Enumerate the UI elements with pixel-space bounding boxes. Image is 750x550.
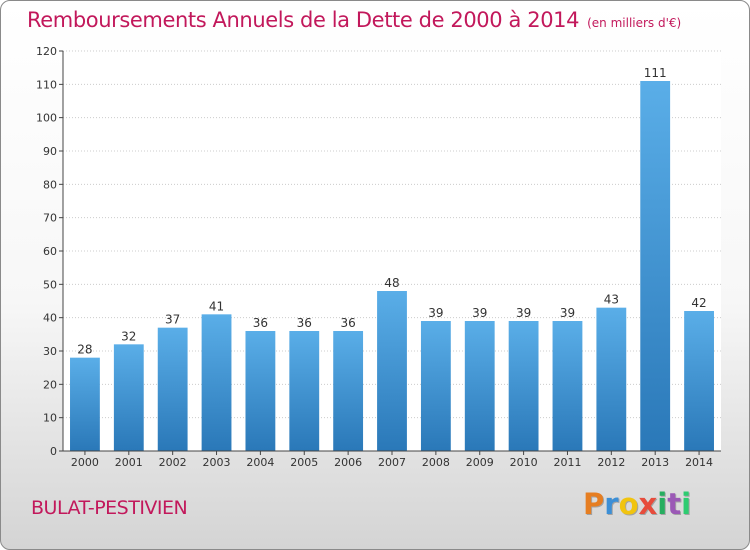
logo-letter: x: [638, 487, 658, 521]
y-tick-label: 70: [43, 212, 57, 225]
bar: [113, 344, 144, 451]
bar: [333, 331, 364, 451]
bar: [201, 314, 232, 451]
bar-value-label: 48: [384, 276, 399, 290]
y-tick-label: 0: [50, 445, 57, 458]
bar-value-label: 36: [253, 316, 268, 330]
x-tick-label: 2014: [685, 456, 713, 469]
axes: 0 10 20 30 40 50 60 70 80 90 100 110 120 2000 2001 2002…: [36, 45, 721, 469]
y-tick-label: 100: [36, 112, 57, 125]
bar: [377, 291, 407, 451]
x-tick-label: 2008: [422, 456, 450, 469]
chart-unit: (en milliers d'€): [587, 16, 682, 30]
x-tick-label: 2005: [290, 456, 318, 469]
x-tick-label: 2000: [71, 456, 99, 469]
bar: [420, 321, 451, 451]
y-tick-label: 120: [36, 45, 57, 58]
bar: [70, 357, 100, 451]
logo-letter: i: [657, 487, 668, 521]
logo-letter: i: [681, 487, 692, 521]
proxiti-logo: Proxiti: [583, 487, 691, 521]
x-tick-label: 2013: [641, 456, 669, 469]
y-tick-label: 60: [43, 245, 57, 258]
bar-value-label: 28: [77, 343, 92, 357]
commune-name: BULAT-PESTIVIEN: [31, 497, 188, 519]
bar-value-label: 39: [472, 306, 487, 320]
bar: [245, 331, 276, 451]
x-tick-label: 2004: [246, 456, 274, 469]
bar-value-label: 37: [165, 313, 180, 327]
y-tick-label: 40: [43, 312, 57, 325]
x-tick-label: 2001: [115, 456, 143, 469]
bar-value-label: 41: [209, 299, 224, 313]
x-tick-label: 2010: [510, 456, 538, 469]
bar: [640, 81, 671, 451]
x-tick-label: 2009: [466, 456, 494, 469]
bar: [289, 331, 320, 451]
x-tick-label: 2002: [159, 456, 187, 469]
logo-letter: o: [618, 487, 639, 521]
bar-value-label: 39: [428, 306, 443, 320]
y-tick-label: 110: [36, 78, 57, 91]
y-tick-label: 30: [43, 345, 57, 358]
bars: 28 32 37 41 36 36 36 48 39 39 39 39 43 111 42: [70, 66, 714, 451]
logo-letter: r: [604, 487, 619, 521]
bar-value-label: 32: [121, 329, 136, 343]
bar-value-label: 36: [340, 316, 355, 330]
y-tick-label: 10: [43, 412, 57, 425]
bar-value-label: 43: [604, 293, 619, 307]
y-tick-label: 20: [43, 378, 57, 391]
bar: [508, 321, 539, 451]
y-tick-label: 80: [43, 178, 57, 191]
bar: [596, 307, 627, 451]
x-tick-label: 2003: [203, 456, 231, 469]
logo-letter: P: [583, 487, 605, 521]
bar: [157, 327, 188, 451]
y-tick-label: 50: [43, 278, 57, 291]
x-tick-label: 2012: [597, 456, 625, 469]
x-tick-label: 2007: [378, 456, 406, 469]
bar: [464, 321, 495, 451]
bar-value-label: 36: [297, 316, 312, 330]
bar: [552, 321, 583, 451]
bar-value-label: 42: [691, 296, 706, 310]
x-tick-label: 2011: [553, 456, 581, 469]
bar-value-label: 39: [516, 306, 531, 320]
chart-title: Remboursements Annuels de la Dette de 20…: [27, 8, 681, 32]
bar-value-label: 39: [560, 306, 575, 320]
bar-value-label: 111: [644, 66, 667, 80]
x-tick-label: 2006: [334, 456, 362, 469]
chart-title-text: Remboursements Annuels de la Dette de 20…: [27, 8, 580, 32]
y-tick-label: 90: [43, 145, 57, 158]
bar: [684, 311, 714, 451]
logo-letter: t: [667, 487, 682, 521]
